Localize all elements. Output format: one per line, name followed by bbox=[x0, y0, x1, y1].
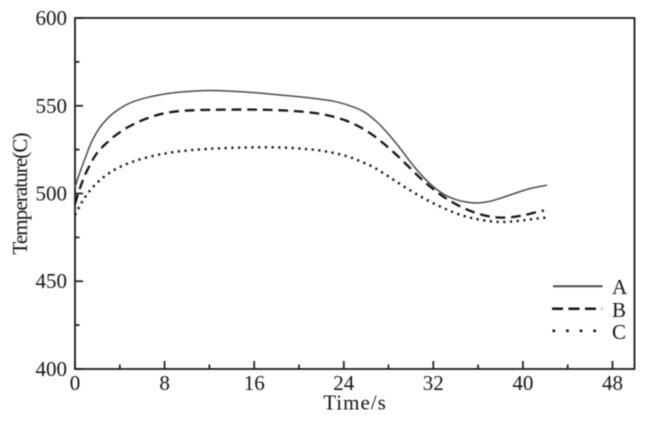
svg-text:C: C bbox=[612, 320, 626, 344]
svg-text:32: 32 bbox=[423, 371, 444, 395]
svg-text:550: 550 bbox=[36, 94, 68, 118]
svg-text:Time/s: Time/s bbox=[323, 391, 387, 415]
svg-text:450: 450 bbox=[36, 269, 68, 293]
svg-text:8: 8 bbox=[159, 371, 170, 395]
svg-text:600: 600 bbox=[36, 6, 68, 30]
svg-text:400: 400 bbox=[36, 357, 68, 381]
svg-text:48: 48 bbox=[602, 371, 623, 395]
svg-text:A: A bbox=[612, 275, 628, 299]
svg-text:16: 16 bbox=[244, 371, 265, 395]
svg-text:24: 24 bbox=[333, 371, 355, 395]
svg-text:40: 40 bbox=[512, 371, 533, 395]
svg-text:Temperature(C): Temperature(C) bbox=[8, 133, 32, 255]
svg-text:B: B bbox=[612, 298, 626, 322]
svg-text:500: 500 bbox=[36, 182, 68, 206]
svg-text:0: 0 bbox=[70, 371, 81, 395]
